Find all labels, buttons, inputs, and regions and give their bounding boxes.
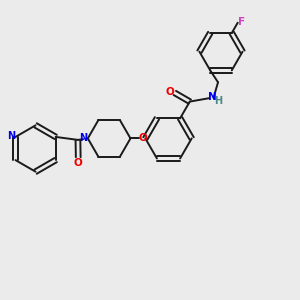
- Text: F: F: [238, 17, 245, 27]
- Text: N: N: [208, 92, 217, 102]
- Text: O: O: [165, 87, 174, 97]
- Text: N: N: [7, 131, 15, 141]
- Text: H: H: [214, 96, 223, 106]
- Text: O: O: [139, 133, 147, 143]
- Text: O: O: [74, 158, 82, 168]
- Text: N: N: [80, 134, 88, 143]
